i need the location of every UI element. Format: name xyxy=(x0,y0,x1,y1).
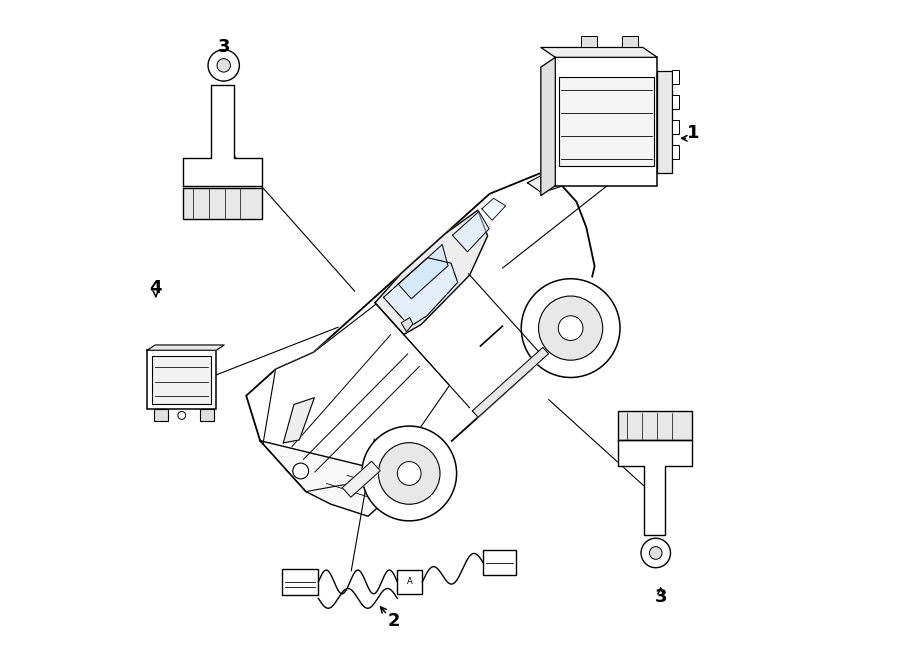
Bar xyxy=(555,58,657,186)
Polygon shape xyxy=(148,345,224,350)
Circle shape xyxy=(178,411,185,419)
Polygon shape xyxy=(541,58,555,196)
Polygon shape xyxy=(482,198,506,220)
Polygon shape xyxy=(260,441,398,516)
Circle shape xyxy=(650,547,662,559)
Circle shape xyxy=(292,463,309,479)
Bar xyxy=(657,71,671,173)
Circle shape xyxy=(517,274,625,383)
Text: 3: 3 xyxy=(654,588,667,606)
Polygon shape xyxy=(472,348,548,417)
Polygon shape xyxy=(263,304,449,492)
Bar xyxy=(622,36,638,48)
Bar xyxy=(672,70,680,85)
Polygon shape xyxy=(247,170,595,504)
Bar xyxy=(200,409,214,421)
Polygon shape xyxy=(284,398,314,443)
Polygon shape xyxy=(453,212,489,252)
Circle shape xyxy=(398,461,421,485)
Bar xyxy=(483,551,516,575)
Polygon shape xyxy=(375,210,488,334)
Bar xyxy=(154,409,168,421)
Circle shape xyxy=(558,316,583,340)
Circle shape xyxy=(378,443,440,504)
Polygon shape xyxy=(527,171,562,193)
Circle shape xyxy=(641,538,670,568)
Polygon shape xyxy=(383,258,458,327)
Text: 3: 3 xyxy=(218,38,230,56)
Polygon shape xyxy=(342,461,380,497)
Text: A: A xyxy=(407,578,413,586)
Polygon shape xyxy=(617,440,691,535)
Polygon shape xyxy=(398,245,448,299)
Circle shape xyxy=(538,296,603,360)
Text: 4: 4 xyxy=(149,279,162,297)
Polygon shape xyxy=(401,317,413,332)
Circle shape xyxy=(217,59,230,72)
Bar xyxy=(152,356,212,405)
Bar xyxy=(580,36,598,48)
Polygon shape xyxy=(541,48,657,58)
Bar xyxy=(617,410,691,440)
Text: 2: 2 xyxy=(388,613,400,631)
Circle shape xyxy=(362,426,456,521)
Circle shape xyxy=(357,421,462,525)
Bar xyxy=(672,145,680,159)
Bar xyxy=(672,95,680,109)
Bar xyxy=(397,570,422,594)
Polygon shape xyxy=(184,85,262,186)
Bar xyxy=(672,120,680,134)
Circle shape xyxy=(208,50,239,81)
Circle shape xyxy=(521,279,620,377)
Bar xyxy=(148,350,216,409)
Text: 1: 1 xyxy=(688,124,700,142)
Bar xyxy=(184,188,262,219)
Bar xyxy=(559,77,654,166)
Bar xyxy=(283,568,319,595)
